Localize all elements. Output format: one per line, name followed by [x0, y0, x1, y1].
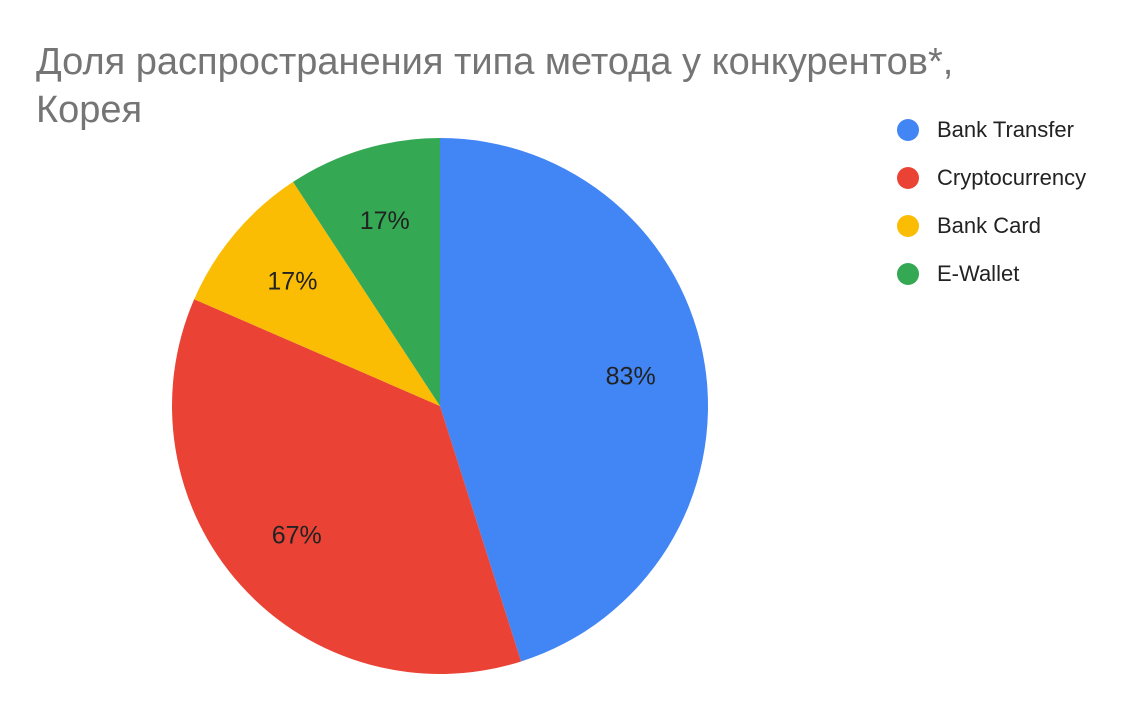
legend-swatch-bank-card: [897, 215, 919, 237]
pie-slices: [172, 138, 708, 674]
legend-swatch-e-wallet: [897, 263, 919, 285]
slice-label-e-wallet: 17%: [360, 207, 410, 235]
legend-swatch-cryptocurrency: [897, 167, 919, 189]
pie-slice-bank-card: [194, 181, 440, 406]
legend-item-bank-card: Bank Card: [897, 212, 1086, 260]
pie-slice-labels: 83% 67% 17% 17%: [267, 207, 655, 549]
legend-item-cryptocurrency: Cryptocurrency: [897, 164, 1086, 212]
pie-slice-cryptocurrency: [172, 299, 522, 674]
slice-label-bank-card: 17%: [267, 268, 317, 296]
legend-item-bank-transfer: Bank Transfer: [897, 116, 1086, 164]
pie-slice-e-wallet: [293, 138, 440, 406]
slice-label-cryptocurrency: 67%: [272, 521, 322, 549]
legend-label-cryptocurrency: Cryptocurrency: [937, 165, 1087, 190]
legend-swatch-bank-transfer: [897, 119, 919, 141]
pie-slice-bank-transfer: [440, 138, 708, 662]
legend-label-bank-transfer: Bank Transfer: [937, 117, 1074, 142]
chart-legend: Bank Transfer Cryptocurrency Bank Card E-Wa…: [897, 116, 1086, 308]
legend-label-bank-card: Bank Card: [937, 213, 1041, 238]
legend-item-e-wallet: E-Wallet: [897, 260, 1086, 308]
slice-label-bank-transfer: 83%: [606, 362, 656, 390]
chart-title: Доля распространения типа метода у конку…: [36, 41, 954, 131]
legend-label-e-wallet: E-Wallet: [937, 261, 1020, 286]
